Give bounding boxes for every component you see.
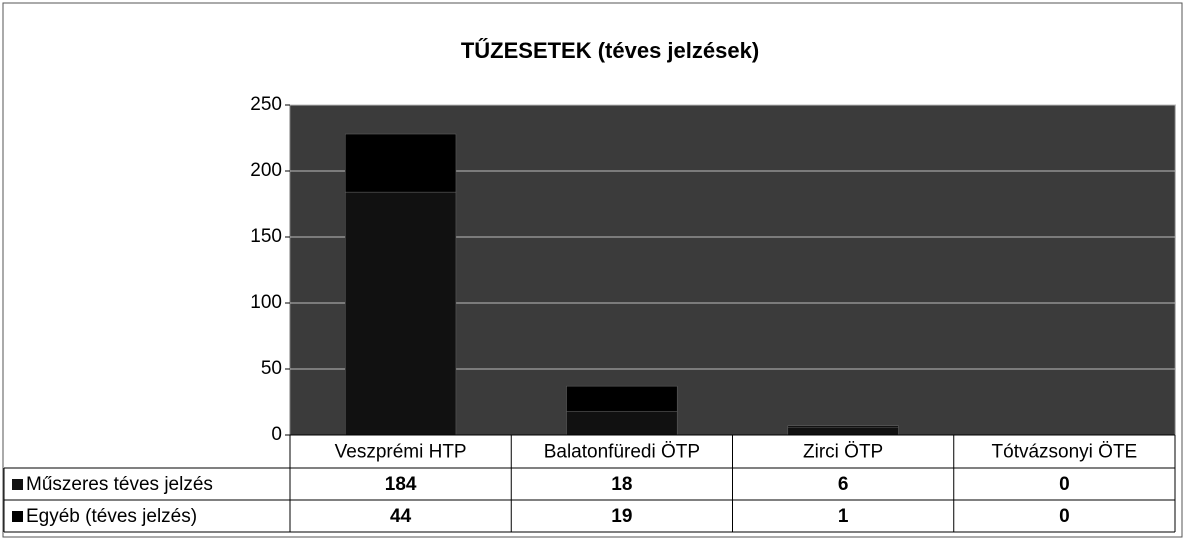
x-tick-label: Tótvázsonyi ÖTE: [992, 442, 1138, 463]
x-tick-label: Zirci ÖTP: [803, 442, 883, 463]
bar: [345, 133, 457, 193]
table-value: 6: [838, 474, 849, 495]
y-tick-label: 200: [250, 160, 282, 181]
y-tick-label: 150: [250, 226, 282, 247]
table-value: 44: [390, 506, 412, 527]
legend-swatch: [12, 511, 23, 522]
table-value: 19: [611, 506, 632, 527]
y-tick-label: 250: [250, 94, 282, 115]
x-tick-label: Veszprémi HTP: [335, 442, 467, 463]
table-value: 184: [385, 474, 417, 495]
y-tick-label: 0: [271, 424, 282, 445]
bar: [787, 425, 899, 428]
legend-label: Műszeres téves jelzés: [26, 474, 213, 495]
y-tick-label: 100: [250, 292, 282, 313]
table-value: 1: [838, 506, 849, 527]
bar: [787, 426, 899, 436]
legend-swatch: [12, 479, 23, 490]
bar: [566, 385, 678, 412]
table-value: 0: [1059, 474, 1070, 495]
x-tick-label: Balatonfüredi ÖTP: [544, 442, 700, 463]
chart-title: TŰZESETEK (téves jelzések): [461, 38, 759, 63]
table-value: 0: [1059, 506, 1070, 527]
bar: [566, 410, 678, 436]
table-value: 18: [611, 474, 632, 495]
bar: [345, 191, 457, 436]
legend-label: Egyéb (téves jelzés): [26, 506, 197, 527]
y-tick-label: 50: [261, 358, 282, 379]
